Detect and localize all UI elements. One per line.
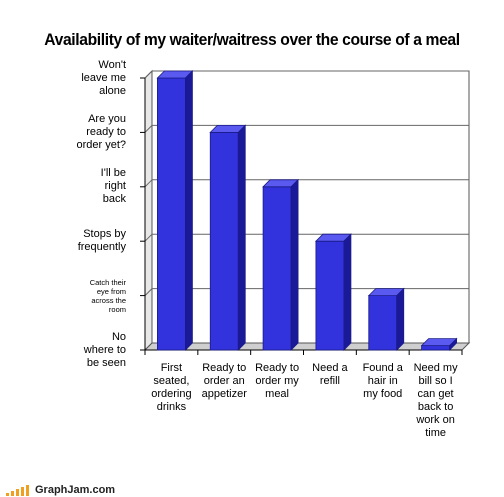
bar-chart xyxy=(140,69,471,355)
x-tick-label-line: Ready to xyxy=(202,362,247,374)
y-tick-label: No where to be seen xyxy=(84,331,126,370)
x-tick-label-line: time xyxy=(425,427,446,439)
y-tick-label: Catch their eye from across the room xyxy=(90,278,126,314)
x-tick-label-line: refill xyxy=(319,375,340,387)
x-tick-label-line: drinks xyxy=(156,401,187,413)
x-tick-label-line: Found a xyxy=(362,362,403,374)
x-tick-label-line: meal xyxy=(265,388,289,400)
y-tick-label-line: ready to xyxy=(86,125,126,138)
y-tick-label-line: eye from xyxy=(96,286,126,296)
y-tick-label-line: alone xyxy=(99,84,126,97)
y-tick-label-line: across the xyxy=(91,295,126,305)
y-tick-label-line: I'll be xyxy=(100,167,126,180)
x-tick-label: Found a hair in my food xyxy=(356,362,410,401)
x-tick-label-line: back to xyxy=(417,401,454,413)
plot-floor xyxy=(143,342,471,351)
x-tick-label-line: my food xyxy=(363,388,403,400)
x-tick-label-line: order my xyxy=(255,375,299,387)
graphjam-logo: GraphJam.com xyxy=(6,482,115,496)
plot-left-wall xyxy=(144,69,153,352)
y-tick-label: Stops by frequently xyxy=(78,228,126,254)
bar-side xyxy=(237,124,246,351)
bar-side xyxy=(290,178,299,351)
chart-title: Availability of my waiter/waitress over … xyxy=(44,30,460,49)
x-tick-label-line: First xyxy=(160,362,183,374)
bar-side xyxy=(185,70,193,351)
logo-bar-icon xyxy=(16,489,19,496)
y-tick-label-line: room xyxy=(108,304,126,314)
y-tick-label-line: No xyxy=(111,330,126,343)
logo-bar-icon xyxy=(11,491,14,496)
gridline-side xyxy=(144,125,153,133)
y-tick-label: Are you ready to order yet? xyxy=(76,113,126,152)
y-tick-label-line: be seen xyxy=(86,356,126,369)
site-name: GraphJam.com xyxy=(35,484,116,496)
y-tick-label-line: order yet? xyxy=(76,138,126,151)
plot-back-wall xyxy=(151,70,470,344)
y-tick-label-line: right xyxy=(104,180,126,193)
y-tick-label-line: back xyxy=(102,193,126,206)
x-tick-label-line: ordering xyxy=(151,388,192,400)
bar-side xyxy=(449,337,457,351)
x-tick-label-line: bill so I xyxy=(418,375,453,387)
x-tick-label: Ready to order an appetizer xyxy=(197,362,251,401)
bar xyxy=(368,295,398,351)
logo-bar-icon xyxy=(21,487,24,496)
y-tick-label-line: frequently xyxy=(77,241,126,254)
y-tick-label-line: Stops by xyxy=(83,228,126,241)
gridline-side xyxy=(144,70,153,79)
logo-bar-icon xyxy=(6,493,9,496)
gridline-side xyxy=(144,288,153,296)
y-tick-label-line: where to xyxy=(83,343,126,356)
y-tick-label-line: Catch their xyxy=(89,277,126,287)
x-tick-label-line: Need my xyxy=(413,362,458,374)
bar xyxy=(157,77,186,351)
x-tick-label-line: seated, xyxy=(153,375,190,387)
logo-bar-icon xyxy=(26,485,29,496)
x-tick-label-line: order an xyxy=(203,375,245,387)
x-tick-label: Need a refill xyxy=(303,362,357,388)
y-tick-label-line: Are you xyxy=(88,112,126,125)
x-tick-label-line: hair in xyxy=(367,375,398,387)
x-tick-label: Ready to order my meal xyxy=(250,362,304,401)
x-tick-label-line: work on xyxy=(416,414,455,426)
bar-side xyxy=(396,287,405,351)
bar xyxy=(421,345,450,351)
bar xyxy=(315,240,345,351)
x-tick-label-line: can get xyxy=(417,388,454,400)
y-tick-label-line: leave me xyxy=(81,71,126,84)
x-tick-label: First seated, ordering drinks xyxy=(144,362,198,414)
y-tick-label: Won't leave me alone xyxy=(81,59,126,98)
gridline-side xyxy=(144,179,153,188)
x-tick-label-line: Need a xyxy=(312,362,348,374)
bar xyxy=(262,186,292,351)
y-tick-label: I'll be right back xyxy=(101,167,126,206)
x-tick-label-line: Ready to xyxy=(255,362,300,374)
y-tick-label-line: Won't xyxy=(98,58,126,71)
bar xyxy=(209,131,239,351)
gridline-side xyxy=(144,233,153,242)
bar-side xyxy=(343,233,352,351)
x-tick-label-line: appetizer xyxy=(201,388,247,400)
